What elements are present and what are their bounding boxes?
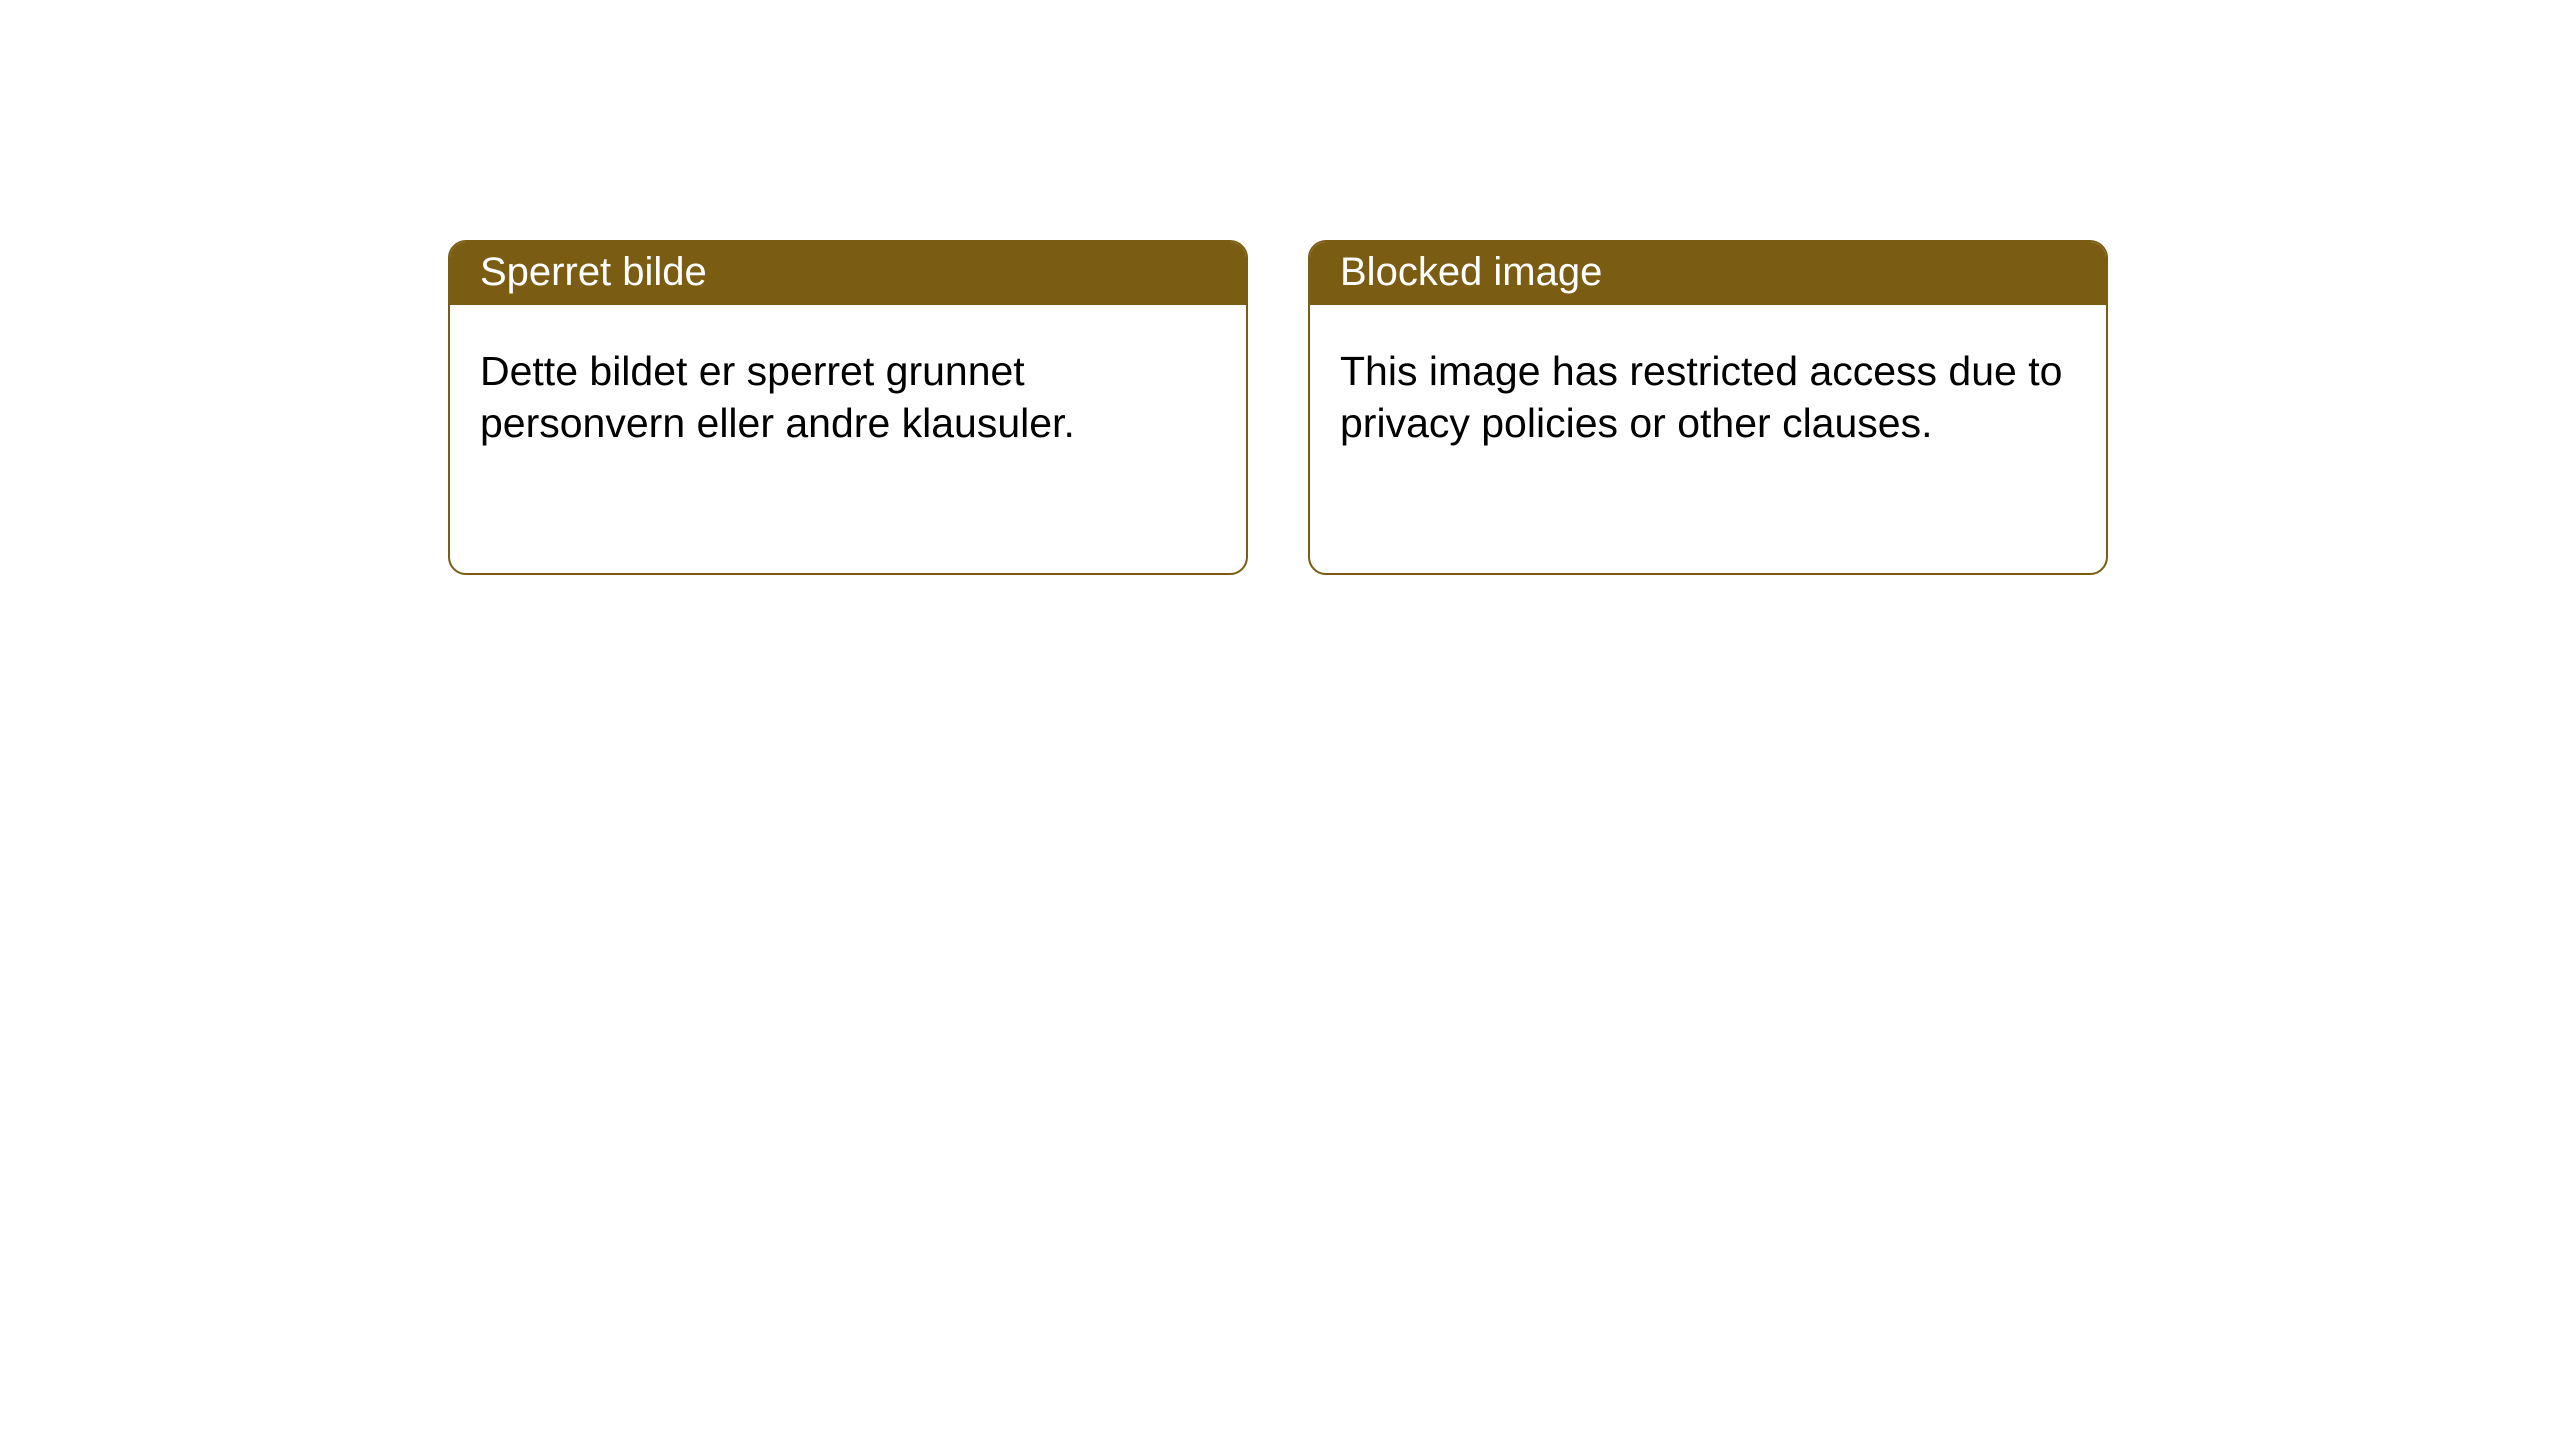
card-body: Dette bildet er sperret grunnet personve…: [450, 305, 1246, 480]
cards-container: Sperret bilde Dette bildet er sperret gr…: [0, 0, 2560, 575]
card-body: This image has restricted access due to …: [1310, 305, 2106, 480]
card-title: Sperret bilde: [450, 242, 1246, 305]
card-title: Blocked image: [1310, 242, 2106, 305]
blocked-image-card-no: Sperret bilde Dette bildet er sperret gr…: [448, 240, 1248, 575]
blocked-image-card-en: Blocked image This image has restricted …: [1308, 240, 2108, 575]
